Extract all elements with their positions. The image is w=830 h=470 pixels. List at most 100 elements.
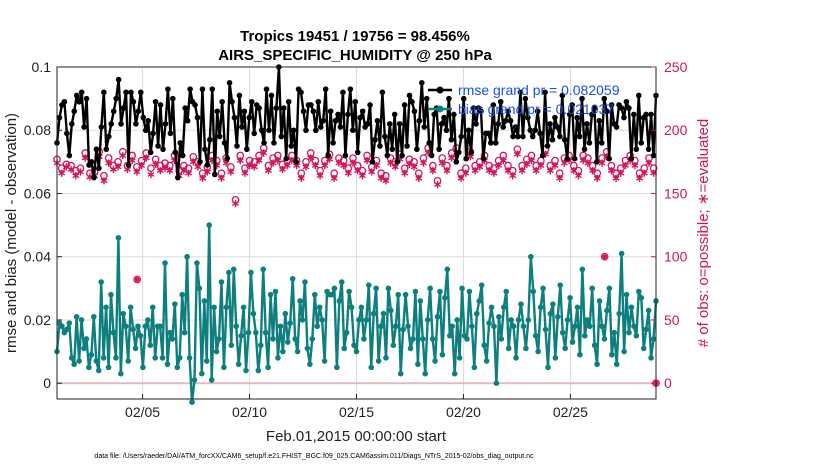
bias-point (152, 355, 158, 361)
asterisk-stroke (142, 155, 150, 161)
rmse-point (515, 133, 521, 140)
rmse-point (313, 127, 319, 134)
rmse-point (288, 143, 294, 149)
bias-point (321, 358, 328, 364)
rmse-point (537, 130, 543, 137)
bias-point (469, 323, 475, 330)
bias-point (444, 266, 451, 273)
rmse-point (271, 140, 277, 146)
rmse-point (83, 95, 90, 102)
rmse-point (354, 149, 361, 156)
bias-point (353, 348, 360, 355)
bias-point (525, 317, 532, 323)
asterisk-stroke (326, 156, 333, 162)
rmse-point (544, 143, 551, 149)
obs-evaluated-point (584, 159, 592, 167)
rmse-point (401, 102, 408, 108)
rmse-point (386, 121, 393, 127)
rmse-point (251, 130, 258, 137)
asterisk-stroke (368, 169, 376, 175)
rmse-point (197, 159, 203, 165)
bias-point (262, 329, 269, 336)
obs-evaluated-point (419, 159, 427, 167)
obs-evaluated-point (321, 162, 329, 170)
bias-point (523, 345, 529, 352)
bias-point (577, 351, 583, 358)
obs-evaluated-point (128, 156, 136, 165)
rmse-point (382, 133, 388, 140)
rmse-point (557, 133, 563, 140)
asterisk-stroke (579, 158, 587, 163)
rmse-line (55, 65, 658, 179)
bias-point (238, 332, 244, 339)
rmse-point (184, 117, 191, 124)
rmse-point (579, 95, 585, 102)
asterisk-stroke (62, 164, 70, 170)
obs-evaluated-point (532, 167, 540, 175)
rmse-point (527, 127, 534, 134)
bias-point (564, 317, 571, 323)
bias-point (105, 364, 112, 371)
rmse-point (268, 92, 275, 99)
rmse-point (357, 114, 363, 121)
obs-evaluated-point (302, 163, 310, 171)
bias-point (208, 377, 215, 383)
obs-evaluated-point (67, 165, 75, 174)
bias-point (594, 361, 600, 368)
obs-evaluated-point (457, 174, 465, 182)
obs-evaluated-point (100, 177, 108, 185)
x-tick-label: 02/20 (446, 404, 481, 420)
asterisk-stroke (589, 168, 597, 174)
bias-point (530, 288, 537, 295)
obs-evaluated-point (166, 167, 174, 175)
bias-point (471, 364, 478, 371)
bias-point (343, 329, 350, 336)
asterisk-stroke (490, 170, 498, 176)
bias-point (351, 342, 357, 349)
asterisk-stroke (532, 168, 540, 174)
rmse-point (298, 89, 304, 96)
obs-evaluated-point (114, 163, 122, 171)
bias-point (226, 269, 232, 276)
asterisk-stroke (330, 175, 338, 181)
bias-point (113, 355, 119, 361)
obs-evaluated-point (119, 151, 127, 160)
obs-evaluated-point (307, 154, 315, 162)
rmse-point (290, 127, 297, 134)
obs-evaluated-point (593, 174, 601, 182)
asterisk-stroke (391, 164, 399, 170)
bias-point (633, 332, 640, 339)
rmse-point (278, 133, 285, 140)
rmse-point (631, 111, 637, 118)
asterisk-stroke (584, 160, 592, 166)
obs-evaluated-point (598, 159, 606, 167)
bias-point (361, 336, 367, 342)
rmse-point (157, 102, 164, 108)
bias-point (618, 250, 625, 257)
bias-point (314, 323, 321, 330)
obs-evaluated-point (495, 162, 503, 170)
rmse-point (340, 89, 346, 96)
obs-evaluated-point (499, 156, 507, 165)
asterisk-stroke (621, 163, 629, 169)
y-tick-label: 0 (43, 375, 51, 391)
rmse-point (216, 133, 223, 140)
bias-point (378, 323, 384, 330)
asterisk-stroke (128, 158, 136, 163)
obs-evaluated-point (575, 172, 582, 180)
bias-point (243, 367, 249, 374)
rmse-point (332, 117, 339, 124)
rmse-point (123, 89, 129, 96)
asterisk-stroke (279, 167, 286, 172)
bias-point (383, 355, 389, 361)
bias-point (513, 355, 519, 361)
obs-evaluated-point (368, 168, 376, 176)
y-tick-label: 0.1 (32, 59, 52, 75)
y2-axis-label: # of obs: o=possible; ∗=evaluated (695, 119, 712, 348)
rmse-point (113, 95, 119, 102)
bias-point (567, 295, 573, 301)
rmse-point (308, 102, 314, 108)
bias-point (557, 282, 564, 288)
bias-point (213, 348, 220, 355)
asterisk-stroke (288, 158, 296, 163)
